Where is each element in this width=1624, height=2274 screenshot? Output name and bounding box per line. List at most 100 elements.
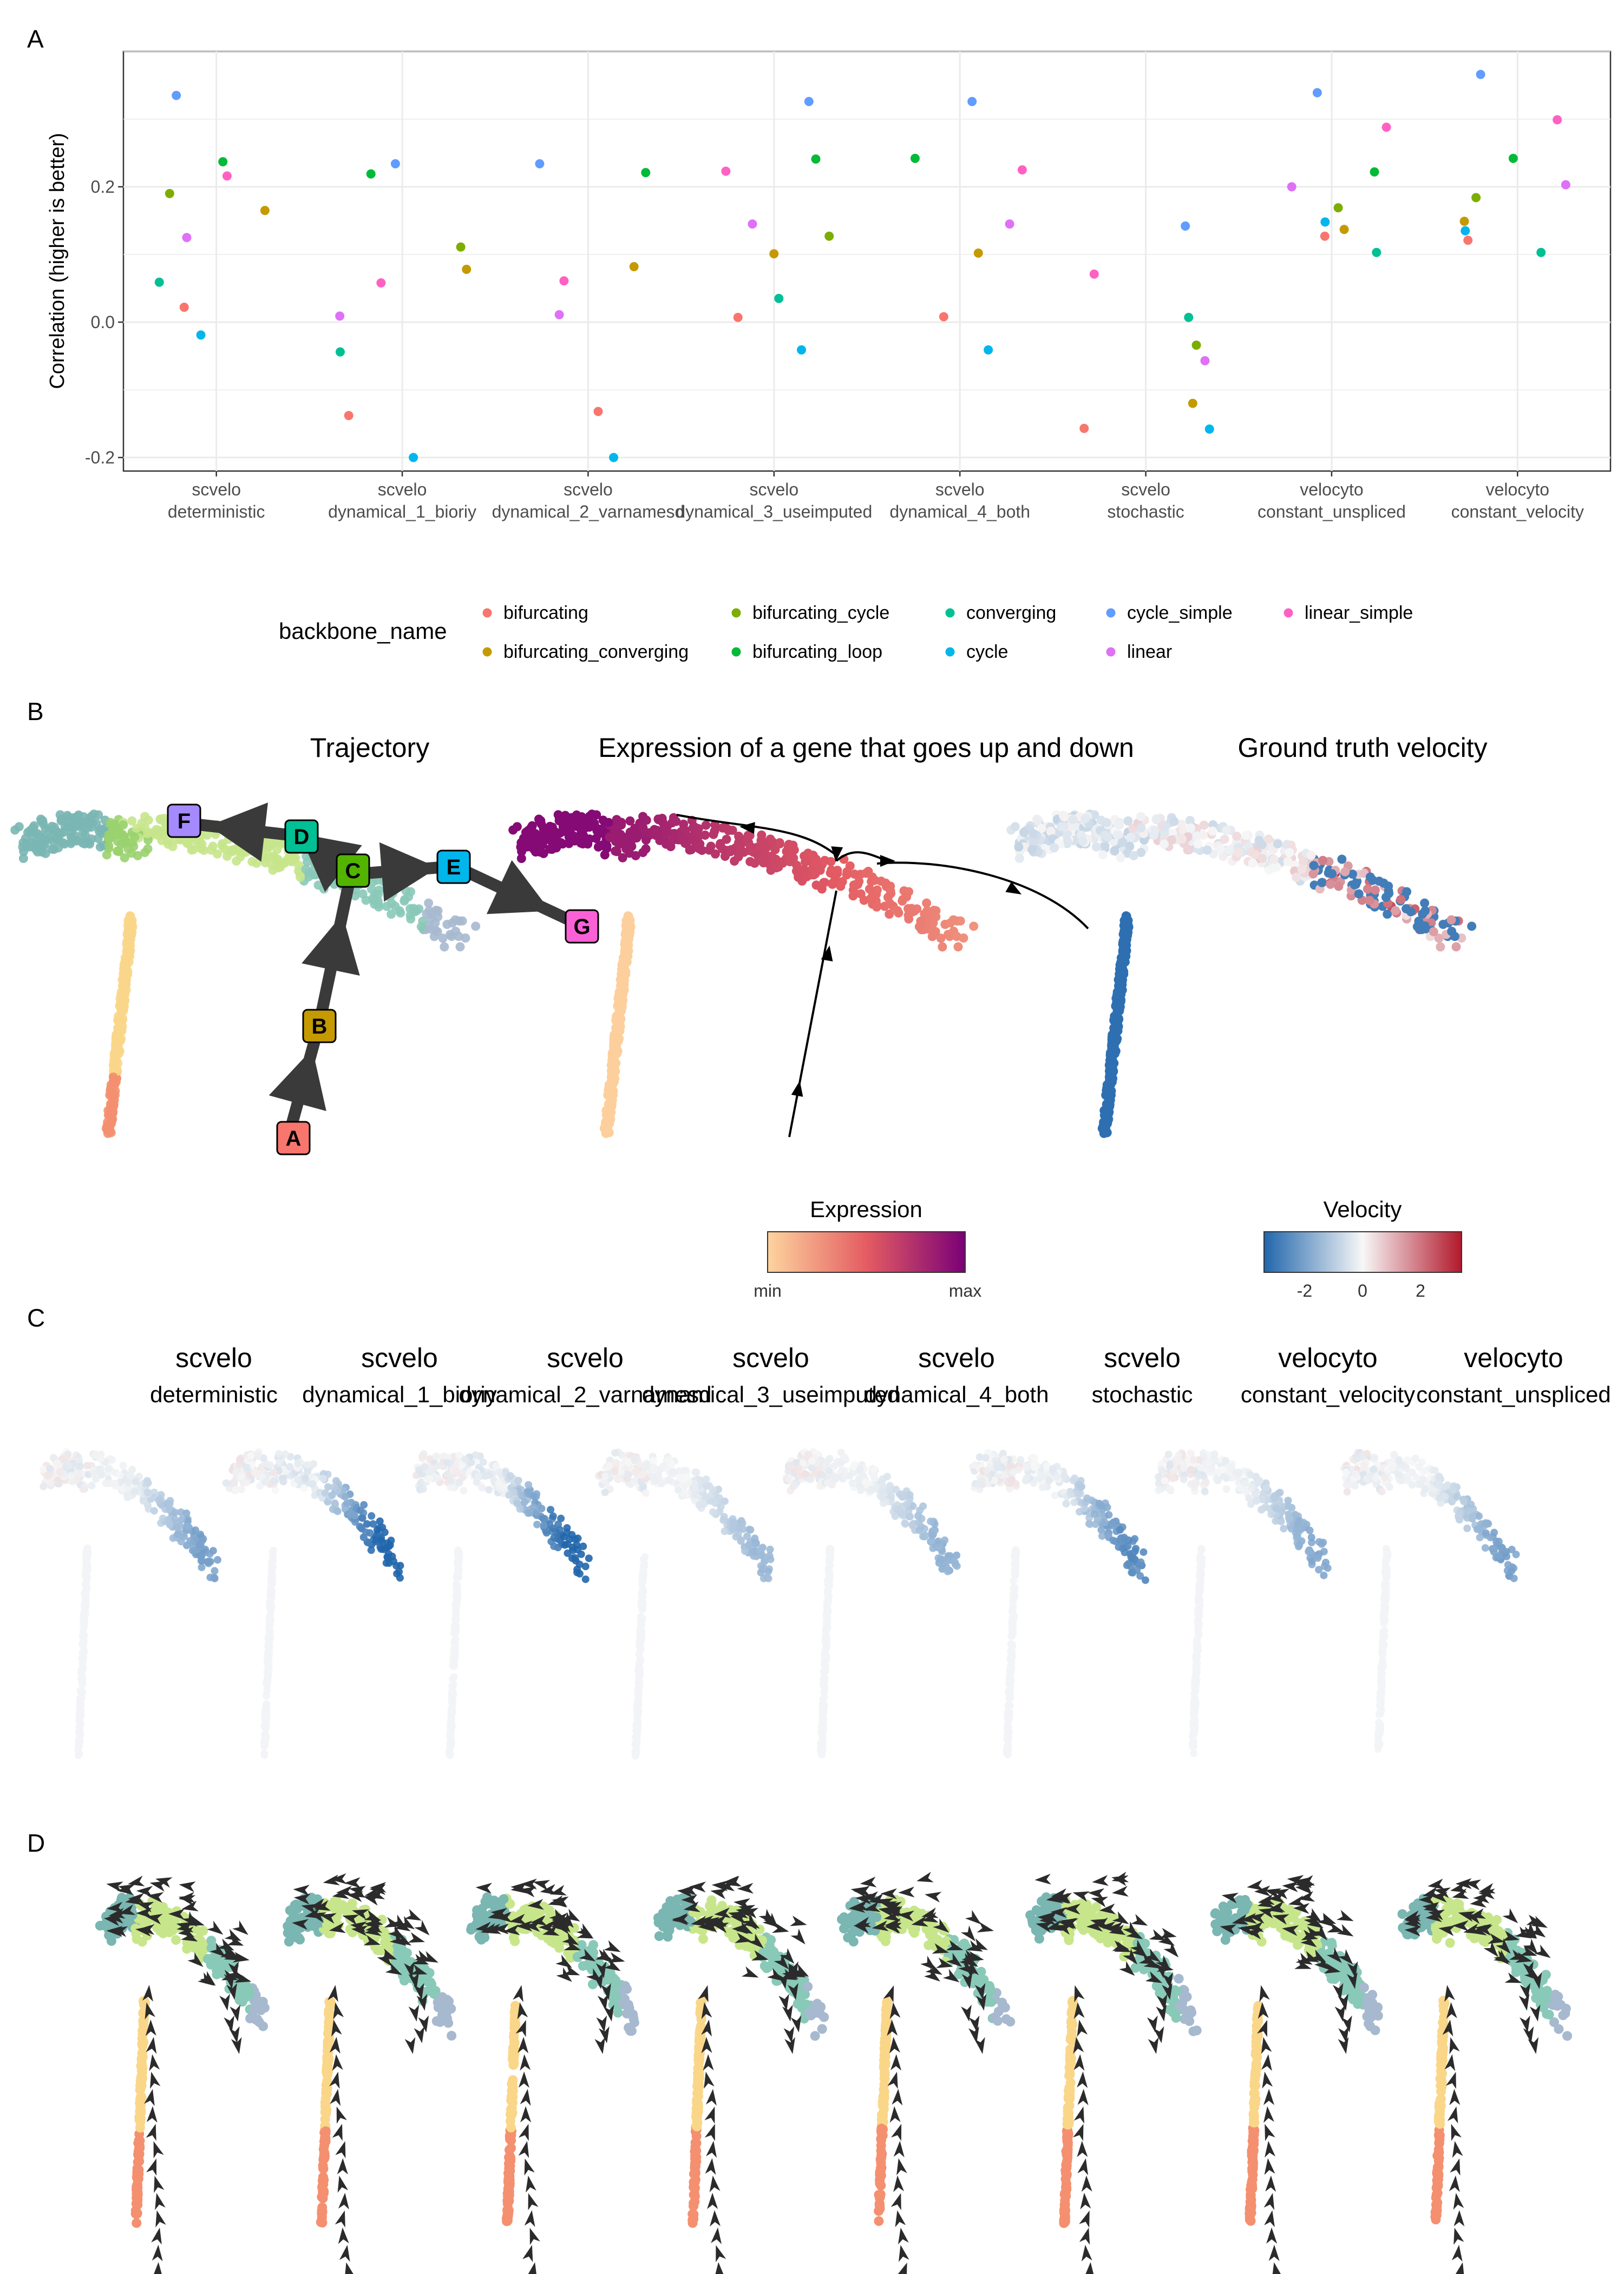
velocity-cell	[1109, 1537, 1117, 1545]
expression-cell	[582, 814, 592, 824]
velocity-cell	[1091, 842, 1101, 852]
expression-cell	[865, 884, 874, 894]
data-point	[1561, 180, 1570, 190]
velocity-cell	[108, 1456, 116, 1464]
expression-cell	[829, 869, 839, 879]
data-point	[1339, 225, 1349, 234]
velocity-cell	[478, 1484, 486, 1492]
velocity-cell	[560, 1533, 568, 1541]
velocity-cell	[818, 1733, 827, 1741]
velocity-cell	[785, 1475, 794, 1484]
trajectory-cell	[261, 840, 271, 850]
velocity-cell	[611, 1449, 619, 1457]
trajectory-cell	[63, 822, 73, 832]
velocity-cell	[637, 1626, 645, 1635]
expression-cell	[948, 915, 958, 925]
velocity-cell	[1007, 1476, 1016, 1484]
velocity-cell	[650, 1463, 658, 1472]
velocity-cell	[674, 1486, 682, 1494]
velocity-cell	[892, 1486, 900, 1494]
trajectory-cell	[119, 964, 128, 974]
velocity-cell	[638, 1605, 646, 1613]
trajectory-cell	[107, 832, 116, 842]
velocity-cell	[823, 1588, 831, 1596]
velocity-cell	[1396, 894, 1406, 904]
velocity-cell	[278, 1474, 286, 1482]
velocity-cell	[744, 1541, 752, 1549]
velocity-cell	[1118, 975, 1128, 985]
trajectory-cell	[228, 845, 238, 854]
velocity-cell	[601, 1488, 609, 1497]
velocity-cell	[1126, 832, 1136, 842]
velocity-cell	[822, 1652, 830, 1661]
expression-cell	[561, 822, 571, 832]
velocity-cell	[78, 1673, 87, 1681]
velocity-cell	[266, 1613, 274, 1621]
expression-cell	[607, 1074, 617, 1084]
velocity-cell	[171, 1508, 179, 1517]
facet-title-variant: deterministic	[150, 1382, 278, 1407]
velocity-cell	[1137, 1558, 1145, 1566]
velocity-cell	[612, 1459, 620, 1467]
velocity-cell	[1334, 881, 1344, 891]
velocity-cell	[908, 1521, 916, 1530]
trajectory-arrow	[302, 914, 360, 976]
velocity-cell	[1010, 1577, 1018, 1585]
velocity-cell	[581, 1575, 590, 1583]
trajectory-cell	[140, 848, 150, 858]
data-point	[1370, 167, 1379, 177]
expression-cell	[653, 814, 663, 824]
velocity-cell	[637, 1645, 645, 1653]
data-point	[769, 249, 779, 259]
velocity-cell	[1060, 812, 1070, 822]
velocity-cell	[1006, 1675, 1014, 1683]
velocity-cell	[1309, 861, 1319, 871]
data-point	[366, 169, 376, 179]
x-tick-label: deterministic	[168, 502, 265, 521]
trajectory-cell	[32, 829, 42, 839]
expression-legend-min: min	[754, 1281, 782, 1301]
velocity-cell	[1115, 820, 1124, 830]
velocity-cell	[1177, 834, 1187, 844]
trajectory-arrow	[208, 802, 268, 862]
velocity-cell	[447, 1742, 455, 1750]
expression-cell	[671, 816, 681, 826]
legend-key	[731, 608, 741, 618]
plot-area	[122, 50, 1612, 472]
velocity-cell	[861, 1478, 869, 1486]
trajectory-cell	[66, 829, 76, 839]
expression-cell	[952, 932, 961, 942]
velocity-cell	[822, 1619, 830, 1627]
velocity-tick-0: 0	[1358, 1281, 1367, 1301]
expression-cell	[881, 878, 890, 888]
trajectory-cell	[303, 857, 312, 867]
grid	[123, 51, 1610, 471]
milestone-label: E	[447, 855, 461, 879]
velocity-cell	[342, 1493, 350, 1501]
velocity-cell	[601, 1472, 610, 1480]
data-point	[1476, 70, 1485, 79]
velocity-cell	[222, 1479, 230, 1487]
velocity-cell	[130, 1488, 139, 1496]
velocity-cell	[824, 1479, 832, 1487]
data-point	[1287, 182, 1296, 192]
expression-cell	[765, 834, 775, 844]
x-tick-label: constant_velocity	[1451, 502, 1584, 521]
expression-cell	[611, 1041, 620, 1050]
expression-legend-max: max	[949, 1281, 981, 1301]
velocity-cell	[270, 1468, 278, 1476]
velocity-cell	[855, 1475, 863, 1484]
panel-b: Trajectory Expression of a gene that goe…	[10, 733, 1488, 1301]
velocity-cell	[1202, 845, 1212, 855]
velocity-cell	[56, 1468, 64, 1476]
expression-cell	[819, 878, 829, 887]
trajectory-cell	[106, 1087, 116, 1097]
trajectory-cell	[116, 830, 126, 840]
velocity-cell	[637, 1637, 645, 1645]
trajectory-cell	[374, 885, 384, 895]
data-point	[182, 233, 192, 243]
expression-arrowhead	[821, 945, 833, 962]
velocity-cell	[639, 1587, 647, 1596]
velocity-cell	[373, 1526, 381, 1534]
velocity-cell	[184, 1522, 192, 1530]
